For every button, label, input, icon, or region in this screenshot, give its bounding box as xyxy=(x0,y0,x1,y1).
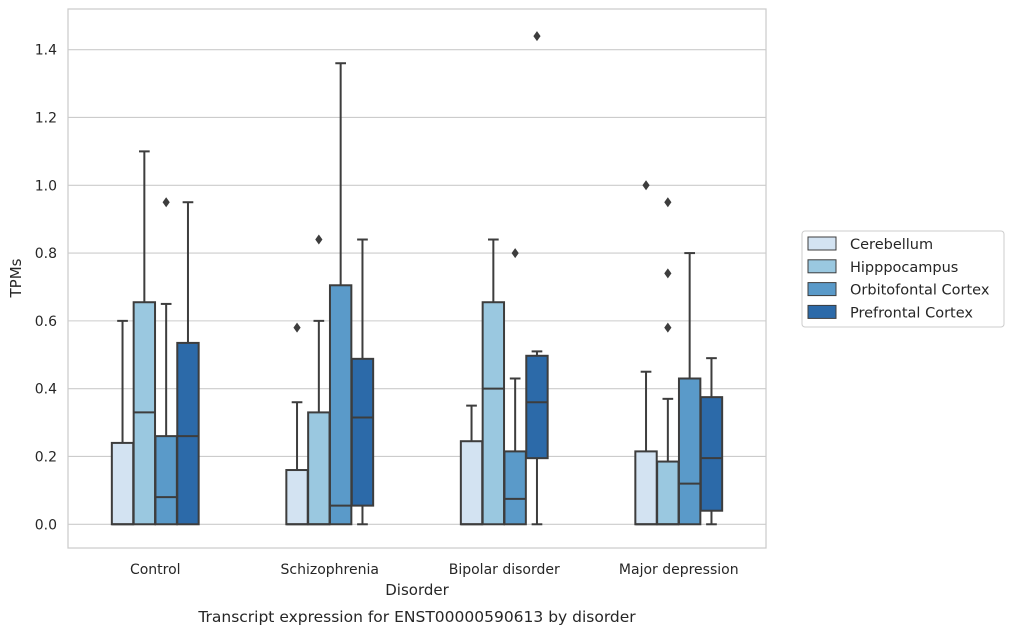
legend-label: Orbitofontal Cortex xyxy=(850,283,990,299)
box-group xyxy=(285,322,309,526)
box xyxy=(307,411,331,526)
legend: Cerebellum Hipppocampus Orbitofontal Corte… xyxy=(801,230,1005,328)
y-axis-label: TPMs xyxy=(7,258,25,298)
box-group xyxy=(154,197,178,526)
outlier-point xyxy=(664,197,672,208)
box xyxy=(110,441,135,526)
y-tick-label: 1.4 xyxy=(35,43,57,59)
x-tick-label: Control xyxy=(130,562,181,578)
box xyxy=(328,284,353,526)
y-tick-label: 0.6 xyxy=(35,314,57,330)
boxes-layer xyxy=(110,31,724,526)
x-axis-label: Disorder xyxy=(385,581,449,599)
box xyxy=(154,435,178,526)
x-tick-label: Bipolar disorder xyxy=(449,562,560,578)
box xyxy=(459,440,484,526)
box-group xyxy=(481,238,506,526)
box-group xyxy=(110,319,135,526)
legend-items: Cerebellum Hipppocampus Orbitofontal Corte… xyxy=(807,236,990,321)
x-axis-ticks: Control Schizophrenia Bipolar disorder Majo… xyxy=(130,562,739,578)
box-group xyxy=(459,404,484,526)
y-tick-label: 0.2 xyxy=(35,449,57,465)
box xyxy=(176,341,200,526)
box-group xyxy=(699,357,724,526)
outlier-point xyxy=(533,31,541,42)
box xyxy=(634,450,658,526)
box-group xyxy=(350,238,375,526)
outlier-point xyxy=(293,322,301,333)
legend-label: Hipppocampus xyxy=(850,260,958,276)
box xyxy=(656,460,680,526)
y-tick-label: 0.4 xyxy=(35,382,57,398)
y-axis-ticks: 0.0 0.2 0.4 0.6 0.8 1.0 1.2 1.4 xyxy=(35,43,57,534)
box-group xyxy=(525,31,549,526)
outlier-point xyxy=(664,268,672,279)
box xyxy=(525,354,549,460)
box-group xyxy=(634,180,658,526)
legend-swatch xyxy=(807,304,837,319)
box xyxy=(481,301,506,526)
box xyxy=(677,377,702,526)
box xyxy=(503,450,527,526)
box-group xyxy=(307,234,331,526)
box-group xyxy=(176,201,200,526)
box-group xyxy=(677,252,702,526)
outlier-point xyxy=(162,197,170,208)
y-tick-label: 0.0 xyxy=(35,517,57,533)
legend-swatch xyxy=(807,259,837,274)
legend-swatch xyxy=(807,282,837,297)
y-tick-label: 0.8 xyxy=(35,246,57,262)
legend-label: Cerebellum xyxy=(850,237,933,253)
y-tick-label: 1.0 xyxy=(35,178,57,194)
box-group xyxy=(328,62,353,526)
outlier-point xyxy=(664,322,672,333)
legend-frame xyxy=(801,230,1005,328)
outlier-point xyxy=(642,180,650,191)
box-group xyxy=(503,248,527,526)
figure-caption: Transcript expression for ENST0000059061… xyxy=(197,608,636,626)
box-group xyxy=(656,197,680,526)
legend-swatch xyxy=(807,236,837,251)
outlier-point xyxy=(511,248,519,259)
box-group xyxy=(132,150,157,526)
x-tick-label: Major depression xyxy=(619,562,739,578)
x-tick-label: Schizophrenia xyxy=(281,562,379,578)
legend-label: Prefrontal Cortex xyxy=(850,305,973,321)
y-tick-label: 1.2 xyxy=(35,110,57,126)
box xyxy=(699,396,724,512)
box xyxy=(350,357,375,507)
plot-frame xyxy=(67,8,767,549)
box xyxy=(285,469,309,526)
outlier-point xyxy=(315,234,323,245)
